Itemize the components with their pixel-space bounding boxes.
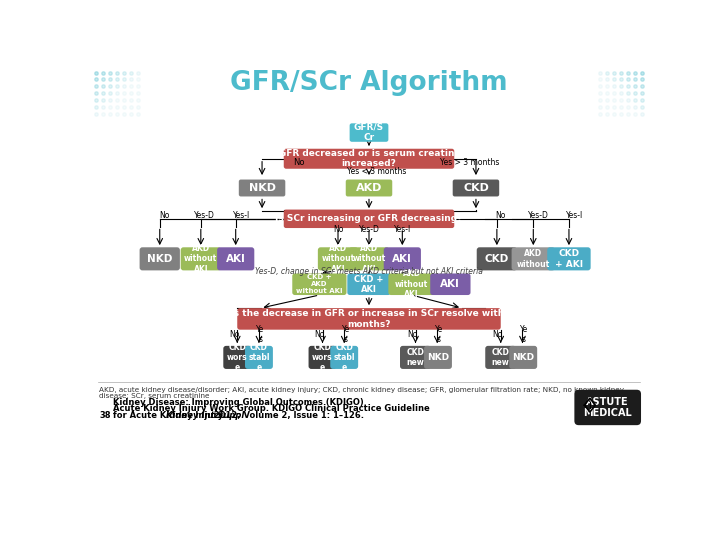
- Text: Yes < 3 months: Yes < 3 months: [347, 166, 406, 176]
- Text: AKD
without
AKI: AKD without AKI: [395, 269, 428, 299]
- Text: Kidney Disease: Improving Global Outcomes (KDIGO): Kidney Disease: Improving Global Outcome…: [113, 398, 364, 407]
- FancyBboxPatch shape: [388, 273, 435, 295]
- Text: AKI: AKI: [441, 279, 460, 289]
- Text: 2012; Volume 2, Issue 1: 1–126.: 2012; Volume 2, Issue 1: 1–126.: [211, 410, 364, 420]
- Text: NKD: NKD: [147, 254, 172, 264]
- Text: CKD
wors
e: CKD wors e: [312, 342, 333, 372]
- Text: CKD
stabl
e: CKD stabl e: [248, 342, 270, 372]
- Text: AKD
without
AKI: AKD without AKI: [352, 244, 386, 274]
- Text: AKD
without
AKI: AKD without AKI: [184, 244, 217, 274]
- FancyBboxPatch shape: [575, 390, 641, 425]
- Text: No: No: [159, 211, 170, 220]
- Text: Is GFR decreased or is serum creatinine
increased?: Is GFR decreased or is serum creatinine …: [267, 149, 471, 168]
- Text: Is SCr increasing or GFR decreasing?: Is SCr increasing or GFR decreasing?: [275, 214, 463, 224]
- Text: Acute Kidney Injury Work Group. KDIGO Clinical Practice Guideline: Acute Kidney Injury Work Group. KDIGO Cl…: [113, 404, 430, 414]
- Text: Yes-I: Yes-I: [233, 211, 250, 220]
- Text: No: No: [495, 211, 506, 220]
- Text: disease; SCr, serum creatinine: disease; SCr, serum creatinine: [99, 393, 210, 399]
- Text: NKD: NKD: [427, 353, 449, 362]
- Text: CKD
new: CKD new: [407, 348, 424, 367]
- FancyBboxPatch shape: [238, 308, 500, 330]
- FancyBboxPatch shape: [292, 273, 346, 295]
- FancyBboxPatch shape: [217, 247, 254, 271]
- FancyBboxPatch shape: [431, 273, 471, 295]
- FancyBboxPatch shape: [512, 247, 555, 271]
- Text: NKD: NKD: [248, 183, 276, 193]
- Text: Ye
s: Ye s: [341, 325, 350, 344]
- Text: AKI: AKI: [392, 254, 413, 264]
- FancyBboxPatch shape: [384, 247, 421, 271]
- FancyBboxPatch shape: [347, 273, 391, 295]
- FancyBboxPatch shape: [284, 148, 454, 168]
- FancyBboxPatch shape: [140, 247, 180, 271]
- FancyBboxPatch shape: [424, 346, 452, 369]
- Text: Yes-D, change in SCr meets AKD criteria but not AKI criteria: Yes-D, change in SCr meets AKD criteria …: [255, 267, 483, 276]
- Text: Yes-D: Yes-D: [359, 225, 379, 234]
- Text: CKD
wors
e: CKD wors e: [227, 342, 248, 372]
- Text: NKD: NKD: [512, 353, 534, 362]
- FancyBboxPatch shape: [453, 179, 499, 197]
- Text: No: No: [229, 330, 239, 339]
- Text: AKD, acute kidney disease/disorder; AKI, acute kidney injury; CKD, chronic kidne: AKD, acute kidney disease/disorder; AKI,…: [99, 387, 624, 393]
- FancyBboxPatch shape: [346, 179, 392, 197]
- FancyBboxPatch shape: [239, 179, 285, 197]
- Text: Kidney Int Suppl: Kidney Int Suppl: [166, 410, 244, 420]
- FancyBboxPatch shape: [318, 247, 358, 271]
- Text: Yes-D: Yes-D: [194, 211, 215, 220]
- FancyBboxPatch shape: [330, 346, 358, 369]
- Text: CKD +
AKD
without AKI: CKD + AKD without AKI: [296, 274, 343, 294]
- Text: CKD
stabl
e: CKD stabl e: [333, 342, 355, 372]
- FancyBboxPatch shape: [400, 346, 431, 369]
- FancyBboxPatch shape: [350, 123, 388, 142]
- FancyBboxPatch shape: [349, 247, 389, 271]
- FancyBboxPatch shape: [509, 346, 537, 369]
- Text: Yes > 3 months: Yes > 3 months: [440, 158, 500, 167]
- Text: AKD
without
AKI: AKD without AKI: [321, 244, 355, 274]
- Text: AKD
without: AKD without: [517, 249, 550, 268]
- Text: AKI: AKI: [226, 254, 246, 264]
- Text: ASTUTE
MEDICAL: ASTUTE MEDICAL: [583, 397, 632, 418]
- Text: GFR/S
Cr: GFR/S Cr: [354, 123, 384, 142]
- Text: Yes-I: Yes-I: [394, 225, 411, 234]
- Text: Yes-I: Yes-I: [566, 211, 583, 220]
- Text: CKD
+ AKI: CKD + AKI: [555, 249, 583, 268]
- Text: GFR/SCr Algorithm: GFR/SCr Algorithm: [230, 70, 508, 96]
- Text: 38: 38: [99, 410, 111, 420]
- Text: Ye
s: Ye s: [520, 325, 528, 344]
- FancyBboxPatch shape: [477, 247, 517, 271]
- FancyBboxPatch shape: [547, 247, 590, 271]
- Text: Yes-D: Yes-D: [528, 211, 549, 220]
- Text: AKD: AKD: [356, 183, 382, 193]
- Text: CKD: CKD: [463, 183, 489, 193]
- Text: CKD
new: CKD new: [492, 348, 510, 367]
- Text: Ye
s: Ye s: [256, 325, 265, 344]
- FancyBboxPatch shape: [223, 346, 251, 369]
- FancyBboxPatch shape: [309, 346, 336, 369]
- Text: No: No: [408, 330, 418, 339]
- Text: Does the decrease in GFR or increase in SCr resolve within 3
months?: Does the decrease in GFR or increase in …: [215, 309, 523, 329]
- Text: No: No: [492, 330, 503, 339]
- Text: CKD +
AKI: CKD + AKI: [354, 274, 384, 294]
- Text: No: No: [294, 158, 305, 167]
- Text: No: No: [333, 225, 343, 234]
- FancyBboxPatch shape: [245, 346, 273, 369]
- FancyBboxPatch shape: [181, 247, 221, 271]
- Text: No: No: [314, 330, 325, 339]
- Text: CKD: CKD: [485, 254, 509, 264]
- Text: Ye
s: Ye s: [435, 325, 443, 344]
- Text: for Acute Kidney Injury.: for Acute Kidney Injury.: [113, 410, 229, 420]
- FancyBboxPatch shape: [485, 346, 516, 369]
- FancyBboxPatch shape: [284, 210, 454, 228]
